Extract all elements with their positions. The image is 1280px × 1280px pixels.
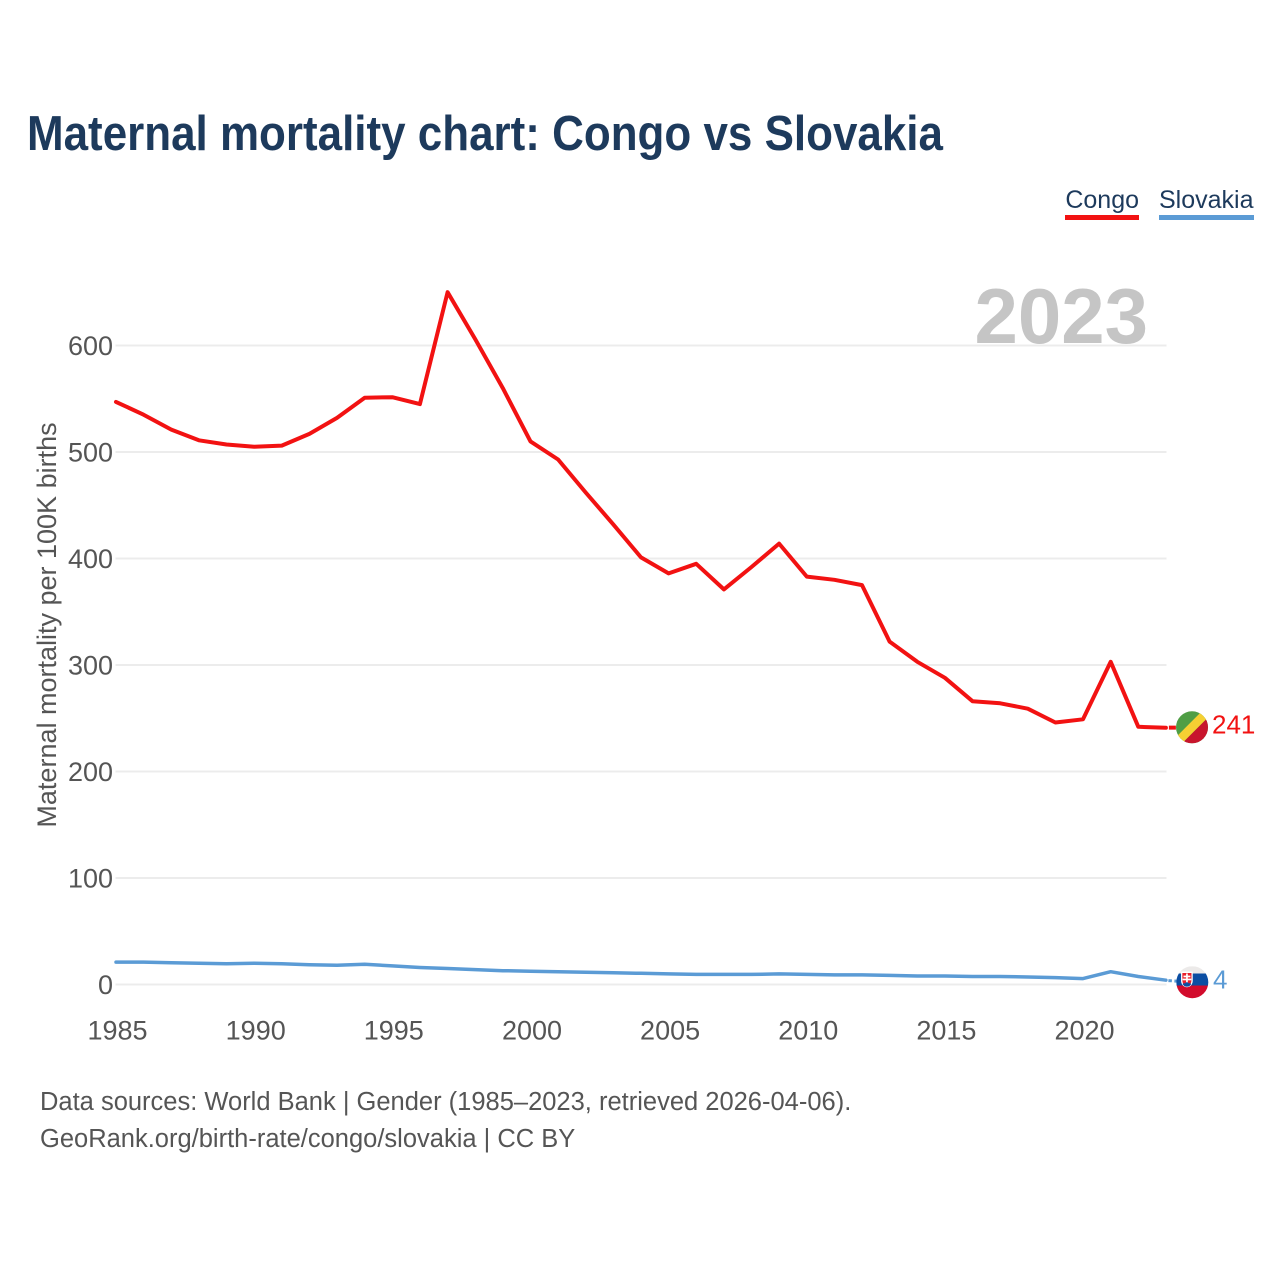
svg-text:4: 4 — [1213, 965, 1227, 995]
svg-text:Maternal mortality per 100K bi: Maternal mortality per 100K births — [32, 422, 62, 827]
svg-text:200: 200 — [68, 757, 113, 787]
svg-text:241: 241 — [1212, 710, 1255, 740]
svg-text:2010: 2010 — [778, 1016, 838, 1046]
svg-text:1990: 1990 — [226, 1016, 286, 1046]
svg-text:2000: 2000 — [502, 1016, 562, 1046]
svg-text:2015: 2015 — [916, 1016, 976, 1046]
svg-text:1995: 1995 — [364, 1016, 424, 1046]
svg-text:300: 300 — [68, 651, 113, 681]
svg-text:600: 600 — [68, 331, 113, 361]
svg-text:2005: 2005 — [640, 1016, 700, 1046]
svg-text:2023: 2023 — [974, 272, 1148, 360]
svg-text:500: 500 — [68, 438, 113, 468]
svg-text:1985: 1985 — [87, 1016, 147, 1046]
svg-text:400: 400 — [68, 544, 113, 574]
svg-text:100: 100 — [68, 864, 113, 894]
svg-text:2020: 2020 — [1054, 1016, 1114, 1046]
svg-text:0: 0 — [98, 970, 113, 1000]
